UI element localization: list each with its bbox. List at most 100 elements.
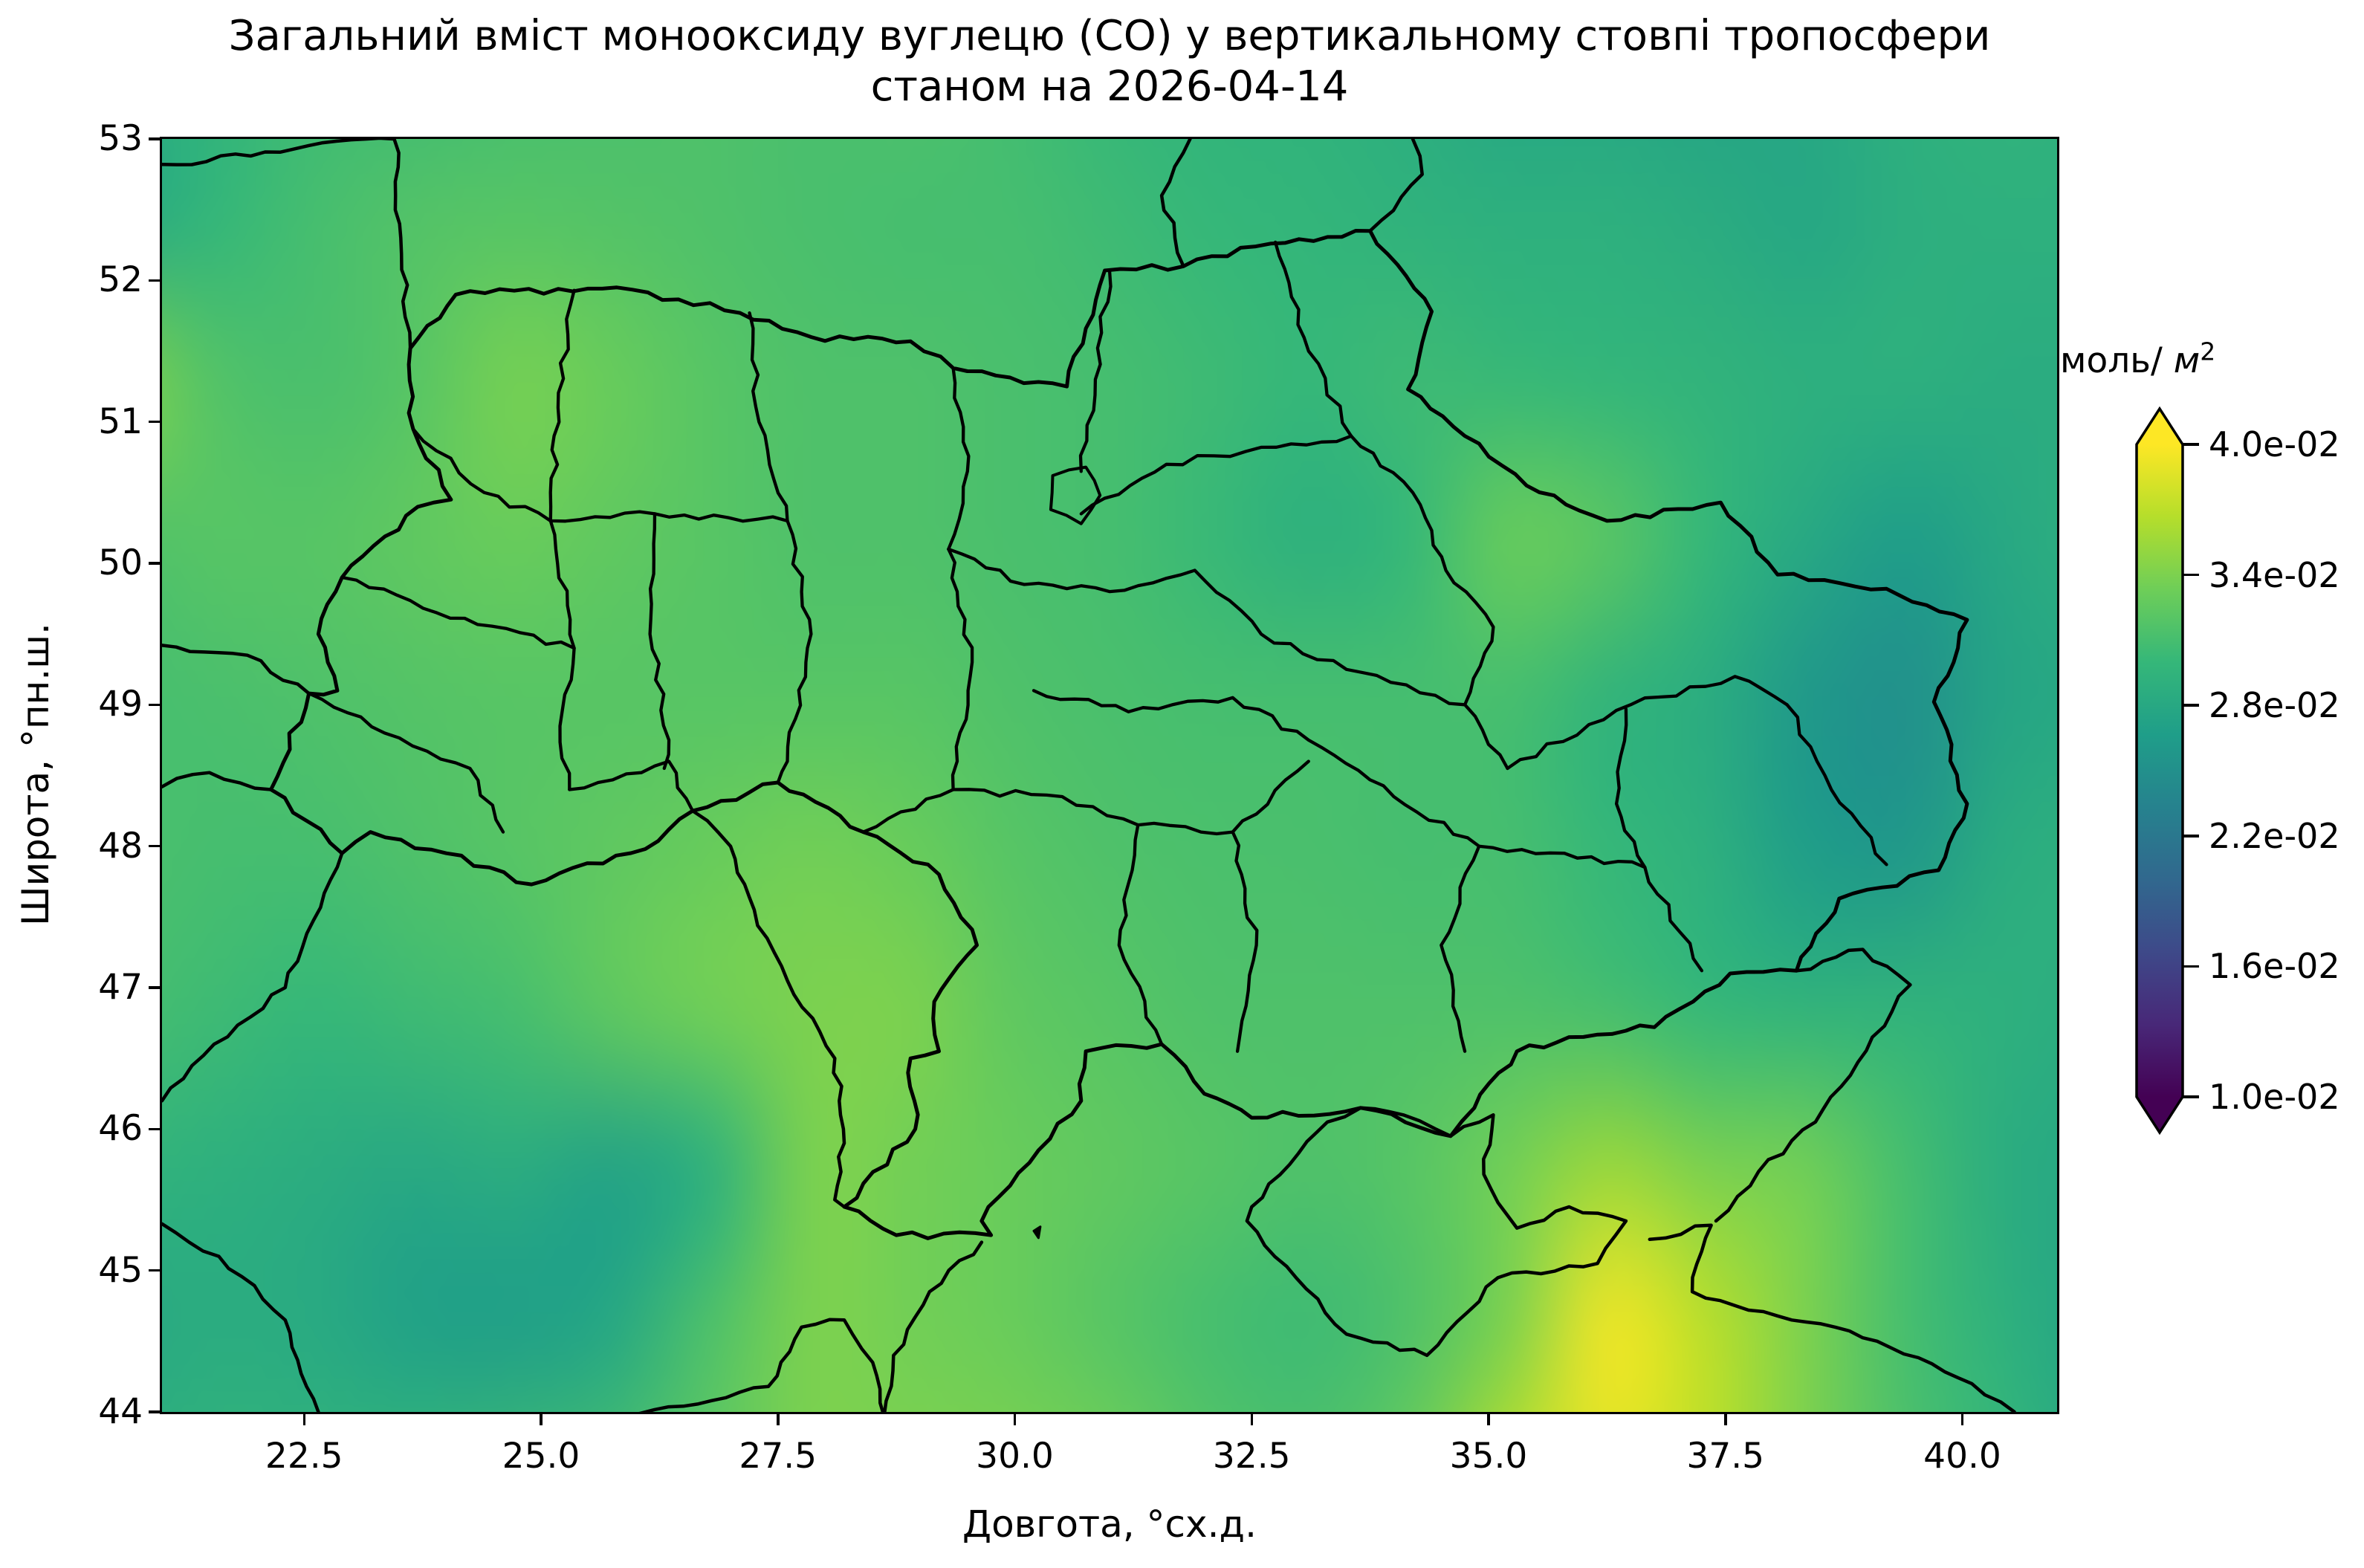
border-line bbox=[1714, 947, 1912, 1223]
chart-title-line2: станом на 2026-04-14 bbox=[870, 62, 1349, 111]
border-line bbox=[1032, 1225, 1042, 1240]
colorbar-tick-label: 2.2e-02 bbox=[2209, 815, 2340, 856]
border-line bbox=[269, 229, 1969, 1240]
border-line bbox=[1079, 434, 1353, 516]
y-axis-tick-label: 53 bbox=[98, 118, 143, 159]
colorbar-tick-label: 1.0e-02 bbox=[2209, 1077, 2340, 1117]
x-axis-label: Довгота, °сх.д. bbox=[962, 1503, 1257, 1546]
border-line bbox=[883, 1240, 984, 1412]
y-axis-tick bbox=[149, 986, 162, 989]
border-line bbox=[568, 759, 695, 813]
y-axis-tick-label: 51 bbox=[98, 401, 143, 442]
y-axis-tick bbox=[149, 279, 162, 282]
border-line bbox=[690, 809, 846, 1209]
x-axis-tick bbox=[1250, 1412, 1253, 1425]
border-line bbox=[548, 288, 576, 523]
border-line bbox=[1785, 703, 1888, 866]
border-line bbox=[162, 139, 396, 166]
colorbar-unit-label: моль/ м2 bbox=[2060, 337, 2216, 381]
border-line bbox=[1506, 675, 1789, 771]
heatmap-canvas bbox=[162, 139, 2057, 1412]
border-line bbox=[947, 547, 974, 791]
border-line bbox=[162, 771, 273, 791]
border-line bbox=[307, 691, 505, 834]
border-line bbox=[1032, 689, 1481, 848]
y-axis-tick bbox=[149, 137, 162, 140]
y-axis-tick-label: 44 bbox=[98, 1391, 143, 1432]
x-axis-tick bbox=[1724, 1412, 1727, 1425]
border-line bbox=[648, 512, 671, 771]
border-line bbox=[1477, 844, 1704, 973]
y-axis-tick bbox=[149, 562, 162, 565]
border-line bbox=[1614, 707, 1647, 869]
border-line bbox=[776, 519, 813, 785]
x-axis-tick bbox=[1013, 1412, 1017, 1425]
border-line bbox=[1245, 1106, 1628, 1358]
y-axis-tick-label: 47 bbox=[98, 967, 143, 1008]
colorbar-gradient bbox=[2135, 406, 2184, 1135]
y-axis-tick bbox=[149, 1410, 162, 1413]
border-line bbox=[1231, 830, 1259, 1053]
colorbar-tick bbox=[2183, 1095, 2199, 1098]
colorbar-tick bbox=[2183, 443, 2199, 446]
colorbar-unit-base: м bbox=[2173, 340, 2201, 381]
border-line bbox=[638, 1318, 885, 1412]
colorbar-tick bbox=[2183, 965, 2199, 968]
x-axis-tick-label: 37.5 bbox=[1686, 1436, 1765, 1477]
y-axis-tick-label: 50 bbox=[98, 542, 143, 583]
colorbar-tick-label: 3.4e-02 bbox=[2209, 554, 2340, 595]
border-line bbox=[1463, 625, 1509, 771]
x-axis-tick-label: 35.0 bbox=[1449, 1436, 1528, 1477]
x-axis-tick bbox=[1960, 1412, 1964, 1425]
x-axis-tick bbox=[777, 1412, 780, 1425]
x-axis-tick-label: 30.0 bbox=[976, 1436, 1054, 1477]
border-line bbox=[947, 366, 971, 551]
x-axis-tick-label: 25.0 bbox=[502, 1436, 580, 1477]
x-axis-tick-label: 40.0 bbox=[1923, 1436, 2001, 1477]
y-axis-tick-label: 48 bbox=[98, 825, 143, 866]
x-axis-tick-label: 32.5 bbox=[1212, 1436, 1291, 1477]
border-line bbox=[1368, 139, 1424, 233]
plot-area bbox=[160, 137, 2059, 1414]
border-line bbox=[861, 759, 1310, 836]
border-line bbox=[1117, 823, 1164, 1046]
border-line bbox=[340, 575, 576, 650]
x-axis-tick-label: 27.5 bbox=[739, 1436, 817, 1477]
colorbar-tick bbox=[2183, 573, 2199, 577]
colorbar-tick-label: 4.0e-02 bbox=[2209, 424, 2340, 464]
y-axis-tick bbox=[149, 844, 162, 848]
y-axis-tick bbox=[149, 420, 162, 424]
y-axis-tick-label: 45 bbox=[98, 1249, 143, 1291]
x-axis-tick bbox=[302, 1412, 305, 1425]
border-line bbox=[162, 1222, 320, 1412]
colorbar-tick bbox=[2183, 704, 2199, 707]
colorbar-tick-label: 1.6e-02 bbox=[2209, 946, 2340, 987]
x-axis-tick bbox=[1487, 1412, 1490, 1425]
border-line bbox=[947, 547, 1196, 594]
border-line bbox=[1193, 568, 1467, 707]
border-line bbox=[162, 644, 311, 696]
colorbar-unit-prefix: моль/ bbox=[2060, 340, 2174, 381]
border-line bbox=[1159, 139, 1192, 268]
y-axis-tick-label: 52 bbox=[98, 259, 143, 301]
border-line bbox=[411, 427, 789, 523]
colorbar-unit-exponent: 2 bbox=[2200, 337, 2216, 366]
border-line bbox=[162, 851, 344, 1103]
x-axis-tick-label: 22.5 bbox=[265, 1436, 343, 1477]
map-borders bbox=[162, 139, 2016, 1412]
border-line bbox=[1078, 268, 1113, 473]
border-line bbox=[1273, 240, 1353, 438]
border-line bbox=[1349, 434, 1495, 629]
colorbar-tick-label: 2.8e-02 bbox=[2209, 685, 2340, 726]
y-axis-tick-label: 46 bbox=[98, 1108, 143, 1150]
chart-title-line1: Загальний вміст монооксиду вуглецю (CO) … bbox=[228, 12, 1991, 60]
border-line bbox=[1648, 1223, 2016, 1412]
y-axis-tick bbox=[149, 703, 162, 707]
x-axis-tick bbox=[540, 1412, 543, 1425]
colorbar-tick bbox=[2183, 835, 2199, 838]
border-line bbox=[748, 311, 789, 523]
border-line bbox=[1440, 844, 1481, 1053]
border-line bbox=[392, 139, 412, 350]
y-axis-tick bbox=[149, 1127, 162, 1131]
